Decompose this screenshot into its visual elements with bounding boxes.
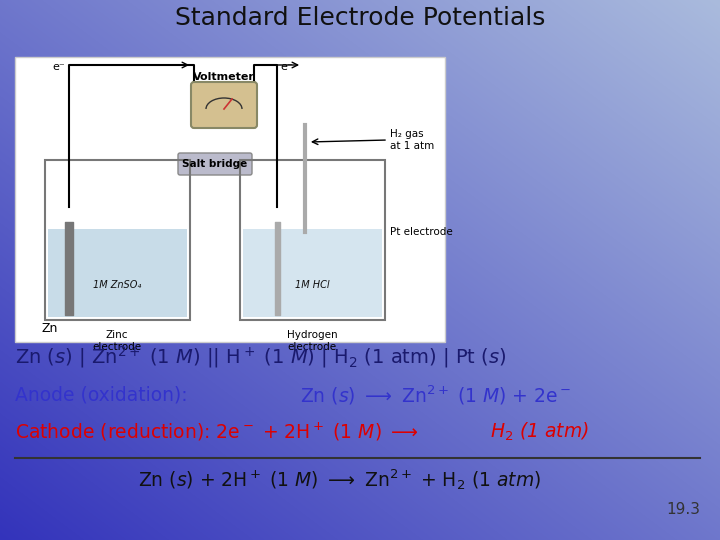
- Text: Salt bridge: Salt bridge: [182, 159, 248, 169]
- Bar: [45, 160, 190, 320]
- Text: Hydrogen
electrode: Hydrogen electrode: [287, 330, 337, 352]
- Text: e⁻: e⁻: [281, 62, 293, 72]
- Text: Cathode (reduction): 2e$^-$ + 2H$^+$ (1 $M$) $\longrightarrow$: Cathode (reduction): 2e$^-$ + 2H$^+$ (1 …: [15, 421, 419, 443]
- Text: Standard Electrode Potentials: Standard Electrode Potentials: [175, 6, 545, 30]
- Text: 1M ZnSO₄: 1M ZnSO₄: [93, 280, 141, 290]
- Text: Zn: Zn: [42, 322, 58, 335]
- Text: H$_2$ (1 $atm$): H$_2$ (1 $atm$): [490, 421, 589, 443]
- Text: 1M HCl: 1M HCl: [294, 280, 329, 290]
- Bar: [48, 229, 187, 317]
- Text: Zinc
electrode: Zinc electrode: [92, 330, 142, 352]
- FancyBboxPatch shape: [178, 153, 252, 175]
- Text: Voltmeter: Voltmeter: [193, 72, 255, 82]
- Text: Anode (oxidation):: Anode (oxidation):: [15, 386, 188, 404]
- Bar: [243, 229, 382, 317]
- Text: H₂ gas
at 1 atm: H₂ gas at 1 atm: [390, 129, 434, 151]
- Bar: [15, 57, 445, 342]
- FancyBboxPatch shape: [191, 82, 257, 128]
- Text: 19.3: 19.3: [666, 503, 700, 517]
- Text: e⁻: e⁻: [53, 62, 66, 72]
- Bar: [240, 160, 385, 320]
- Text: Zn ($s$) | Zn$^{2+}$ (1 $M$) || H$^+$ (1 $M$) | H$_2$ (1 atm) | Pt ($s$): Zn ($s$) | Zn$^{2+}$ (1 $M$) || H$^+$ (1…: [15, 344, 506, 370]
- Text: Zn ($s$) $\longrightarrow$ Zn$^{2+}$ (1 $M$) + 2e$^-$: Zn ($s$) $\longrightarrow$ Zn$^{2+}$ (1 …: [300, 383, 571, 407]
- Text: Zn ($s$) + 2H$^+$ (1 $M$) $\longrightarrow$ Zn$^{2+}$ + H$_2$ (1 $atm$): Zn ($s$) + 2H$^+$ (1 $M$) $\longrightarr…: [138, 468, 541, 492]
- Text: Pt electrode: Pt electrode: [390, 227, 453, 237]
